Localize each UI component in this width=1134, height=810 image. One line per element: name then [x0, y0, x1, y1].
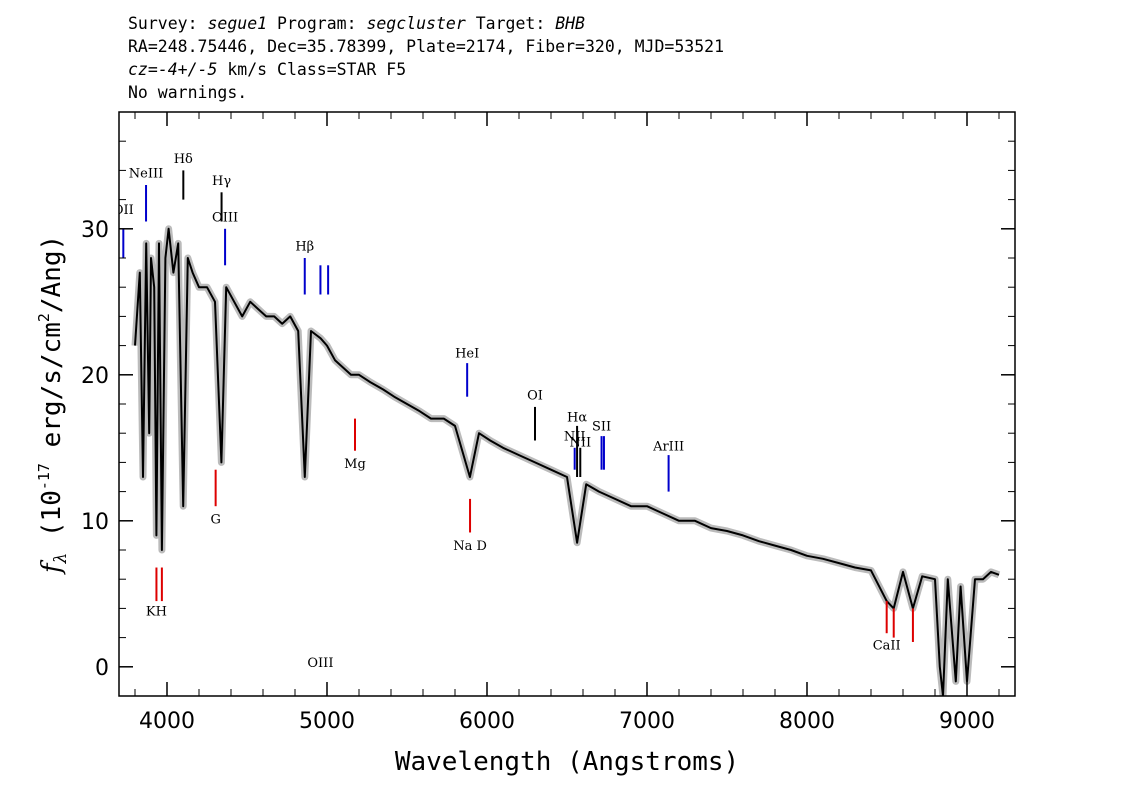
error-band [131, 225, 1001, 696]
header-line-warnings: No warnings. [128, 83, 248, 102]
y-tick-label: 0 [95, 656, 109, 681]
absorption-line-label: Na D [453, 539, 487, 554]
y-label-sub: λ [51, 553, 71, 565]
emission-line-label: Hβ [295, 240, 314, 255]
emission-line-label: NII [564, 430, 586, 445]
absorption-line-label: Mg [344, 457, 366, 472]
header-line-redshift: cz=-4+/-5 km/s Class=STAR F5 [128, 58, 724, 81]
x-tick-label: 7000 [619, 709, 675, 734]
emission-line-label: HeI [455, 346, 479, 361]
x-tick-label: 5000 [299, 709, 355, 734]
emission-line-label: OI [527, 389, 543, 404]
x-axis-label: Wavelength (Angstroms) [395, 747, 739, 777]
target-label: Target: [465, 14, 556, 33]
cz-value: -4+/-5 [157, 60, 218, 79]
survey-label: Survey: [128, 14, 208, 33]
line-markers: OIINeIIIHδHγOIIIHβOIIIHeIOINIIHαNIISIIAr… [113, 152, 914, 671]
x-tick-label: 4000 [139, 709, 195, 734]
emission-line-label: OIII [307, 656, 333, 671]
emission-line-label: Hγ [212, 174, 231, 189]
x-tick-label: 9000 [939, 709, 995, 734]
absorption-line-label: G [210, 513, 220, 528]
emission-line-label: SII [592, 419, 611, 434]
header-line-coordinates: RA=248.75446, Dec=35.78399, Plate=2174, … [128, 37, 725, 56]
y-label-sup1: -17 [35, 463, 53, 490]
plot-area: OIINeIIIHδHγOIIIHβOIIIHeIOINIIHαNIISIIAr… [113, 152, 1001, 696]
emission-line-label: NeIII [129, 167, 163, 182]
emission-line-label: Hα [567, 411, 587, 426]
absorption-line-label: KH [146, 605, 167, 620]
survey-value: segue1 [207, 14, 268, 33]
target-value: BHB [555, 14, 585, 33]
emission-line-label: NII [569, 435, 591, 450]
cz-label: cz= [128, 60, 158, 79]
emission-line-label: ArIII [652, 440, 684, 455]
emission-line-label: Hδ [174, 152, 193, 167]
y-label-sup2: 2 [35, 313, 53, 322]
emission-line-label: OIII [212, 211, 238, 226]
y-axis-label: fλ (10-17 erg/s/cm2/Ang) [35, 235, 71, 575]
absorption-line-label: CaII [873, 638, 901, 653]
spectrum-header: Survey: segue1 Program: segcluster Targe… [128, 12, 724, 104]
plot-frame [118, 111, 1016, 697]
class-value: km/s Class=STAR F5 [217, 60, 407, 79]
y-label-mid: erg/s/cm [37, 322, 67, 463]
header-line-survey: Survey: segue1 Program: segcluster Targe… [128, 12, 724, 35]
axis-ticks: 4000 5000 6000 7000 8000 9000 0 10 20 30 [81, 111, 1015, 734]
y-label-post: /Ang) [37, 235, 67, 313]
y-tick-label: 10 [81, 510, 109, 535]
program-label: Program: [267, 14, 367, 33]
y-tick-label: 30 [81, 218, 109, 243]
y-tick-label: 20 [81, 364, 109, 389]
program-value: segcluster [366, 14, 466, 33]
y-label-pre: (10 [37, 490, 67, 553]
flux-line [134, 227, 1000, 696]
x-tick-label: 8000 [779, 709, 835, 734]
emission-line-label: OII [113, 203, 134, 218]
x-tick-label: 6000 [459, 709, 515, 734]
